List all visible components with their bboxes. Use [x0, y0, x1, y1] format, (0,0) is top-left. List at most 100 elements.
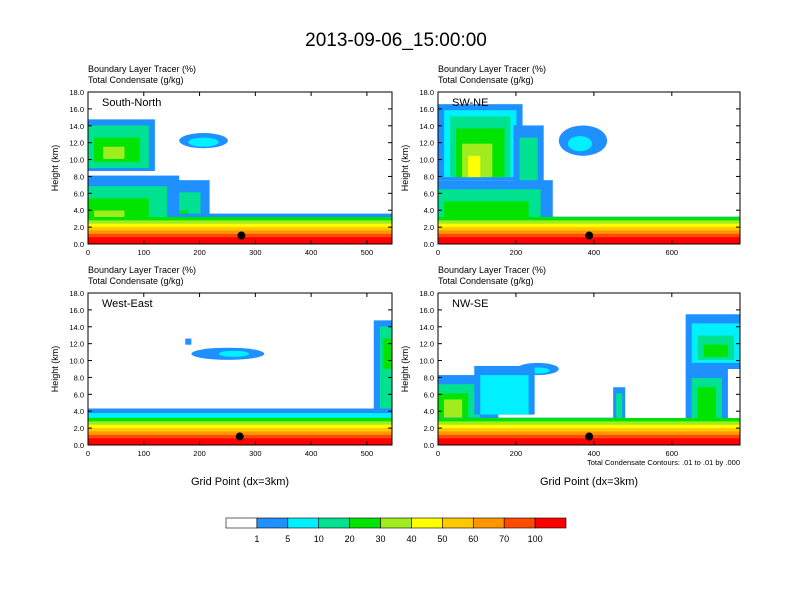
x-tick-label: 600	[666, 449, 679, 458]
colorbar-segment	[225, 517, 258, 529]
boundary-layer-band	[438, 237, 740, 244]
x-tick-label: 600	[666, 248, 679, 257]
x-tick-label: 0	[436, 449, 440, 458]
boundary-layer-band	[438, 438, 740, 445]
x-tick-label: 300	[249, 449, 262, 458]
panel-field	[88, 320, 392, 445]
x-tick-label: 100	[138, 449, 151, 458]
y-tick-label: 8.0	[74, 373, 84, 382]
x-tick-label: 500	[361, 248, 374, 257]
x-tick-label: 200	[193, 449, 206, 458]
y-tick-label: 18.0	[69, 289, 84, 298]
colorbar-label: 5	[285, 534, 290, 544]
plot-frame	[87, 292, 393, 446]
panel-1: Boundary Layer Tracer (%)Total Condensat…	[50, 64, 393, 257]
y-axis-label: Height (km)	[400, 145, 410, 192]
y-tick-label: 6.0	[74, 189, 84, 198]
colorbar-segment	[442, 517, 474, 529]
y-tick-label: 2.0	[424, 424, 434, 433]
x-tick-label: 400	[305, 248, 318, 257]
y-tick-label: 18.0	[69, 88, 84, 97]
panel-header-1: Boundary Layer Tracer (%)	[438, 265, 546, 275]
y-tick-label: 10.0	[69, 357, 84, 366]
y-axis-label: Height (km)	[400, 346, 410, 393]
cross-section-label: South-North	[102, 97, 161, 109]
colorbar-label: 100	[528, 534, 543, 544]
panel-header-2: Total Condensate (g/kg)	[88, 75, 184, 85]
panel-field	[438, 314, 740, 445]
x-tick-label: 500	[361, 449, 374, 458]
panel-3: Boundary Layer Tracer (%)Total Condensat…	[50, 265, 393, 488]
colorbar-label: 40	[406, 534, 416, 544]
colorbar-segment	[318, 517, 350, 529]
y-tick-label: 12.0	[69, 139, 84, 148]
y-tick-label: 14.0	[419, 323, 434, 332]
y-tick-label: 16.0	[69, 306, 84, 315]
x-tick-label: 100	[138, 248, 151, 257]
x-axis-label: Grid Point (dx=3km)	[191, 476, 289, 488]
tracer-shade	[382, 338, 392, 369]
panel-header-1: Boundary Layer Tracer (%)	[88, 64, 196, 74]
x-tick-label: 400	[588, 449, 601, 458]
y-tick-label: 2.0	[74, 424, 84, 433]
y-tick-label: 4.0	[424, 206, 434, 215]
colorbar-label: 1	[254, 534, 259, 544]
panel-4: Boundary Layer Tracer (%) Total Condensat…	[400, 265, 741, 488]
y-tick-label: 6.0	[74, 390, 84, 399]
panel-header-2: Total Condensate (g/kg)	[438, 75, 534, 85]
colorbar-label: 70	[499, 534, 509, 544]
colorbar-segment	[503, 517, 536, 529]
location-marker	[585, 432, 594, 441]
x-tick-label: 200	[193, 248, 206, 257]
colorbar-segment	[411, 517, 443, 529]
y-tick-label: 6.0	[424, 390, 434, 399]
boundary-layer-band	[88, 438, 392, 445]
figure-title: 2013-09-06_15:00:00	[305, 30, 487, 51]
y-tick-label: 4.0	[424, 407, 434, 416]
x-tick-label: 300	[249, 248, 262, 257]
y-axis-label: Height (km)	[50, 346, 60, 393]
tracer-shade	[188, 137, 219, 147]
y-tick-label: 2.0	[424, 223, 434, 232]
y-tick-label: 10.0	[419, 357, 434, 366]
y-tick-label: 6.0	[424, 189, 434, 198]
panel-2: Boundary Layer Tracer (%)Total Condensat…	[400, 64, 741, 257]
colorbar-label: 60	[468, 534, 478, 544]
colorbar: 1 5 10 20 30 40 50 60 70 100	[225, 517, 567, 544]
contour-footnote: Total Condensate Contours: .01 to .01 by…	[587, 458, 740, 467]
panel-header-1: Boundary Layer Tracer (%)	[88, 265, 196, 275]
y-tick-label: 16.0	[69, 105, 84, 114]
y-tick-label: 14.0	[69, 122, 84, 131]
cross-section-label: West-East	[102, 298, 153, 310]
x-tick-label: 0	[86, 248, 90, 257]
y-tick-label: 14.0	[69, 323, 84, 332]
y-tick-label: 16.0	[419, 306, 434, 315]
colorbar-segment	[472, 517, 505, 529]
y-tick-label: 18.0	[419, 88, 434, 97]
y-tick-label: 8.0	[424, 172, 434, 181]
y-tick-label: 2.0	[74, 223, 84, 232]
y-tick-label: 16.0	[419, 105, 434, 114]
y-tick-label: 8.0	[74, 172, 84, 181]
tracer-shade	[103, 146, 125, 159]
y-tick-label: 0.0	[74, 240, 84, 249]
x-tick-label: 200	[510, 449, 523, 458]
panel-header-2: Total Condensate (g/kg)	[88, 276, 184, 286]
y-tick-label: 0.0	[424, 240, 434, 249]
y-tick-label: 18.0	[419, 289, 434, 298]
colorbar-segment	[380, 517, 412, 529]
panel-field	[438, 104, 740, 244]
y-tick-label: 0.0	[424, 441, 434, 450]
cross-section-label: SW-NE	[452, 97, 488, 109]
tracer-shade	[703, 344, 728, 357]
colorbar-label: 10	[314, 534, 324, 544]
location-marker	[235, 432, 244, 441]
y-tick-label: 0.0	[74, 441, 84, 450]
y-tick-label: 12.0	[69, 340, 84, 349]
tracer-shade	[697, 387, 716, 427]
location-marker	[585, 231, 594, 240]
tracer-shade	[567, 136, 593, 152]
y-tick-label: 10.0	[69, 156, 84, 165]
